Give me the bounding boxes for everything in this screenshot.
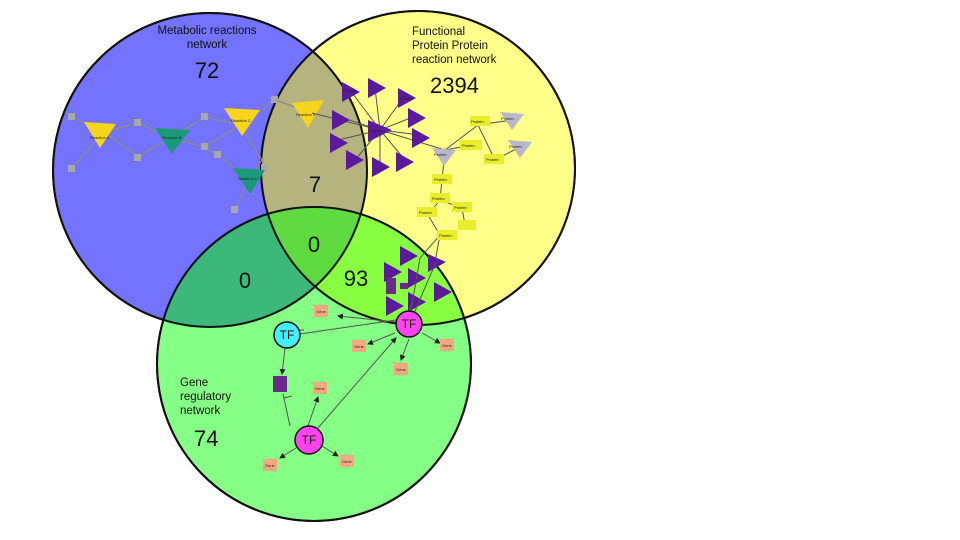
ppi-set-label: Functional Protein Protein reaction netw… <box>412 26 497 98</box>
svg-text:Protein: Protein <box>343 88 356 93</box>
reaction-d-node: Reaction D <box>233 168 265 194</box>
svg-text:TF: TF <box>280 328 295 342</box>
svg-text:Protein: Protein <box>434 152 447 157</box>
svg-text:Protein: Protein <box>439 233 452 238</box>
svg-text:Gene: Gene <box>342 459 353 464</box>
metabolic-outline <box>52 12 368 328</box>
svg-text:TF: TF <box>402 317 417 331</box>
tf-node-magenta-upper: TF <box>395 310 423 338</box>
metabolic-network-graphic: Reaction A Reaction B Reaction C Reactio… <box>68 96 324 213</box>
reaction-e-node: Reaction E <box>292 100 324 128</box>
gene-node <box>313 382 327 394</box>
svg-text:Protein: Protein <box>370 128 383 133</box>
metabolic-title-line1: Metabolic reactions <box>157 25 256 37</box>
svg-text:Reaction E: Reaction E <box>296 112 316 117</box>
svg-text:Gene: Gene <box>315 386 326 391</box>
ppi-title-line1: Functional <box>412 26 465 38</box>
metabolic-ppi-count: 7 <box>309 172 321 197</box>
gene-node <box>394 363 408 375</box>
grn-set-label: Gene regulatory network 74 <box>180 377 231 451</box>
gene-product-node <box>273 376 287 392</box>
reaction-a-node: Reaction A <box>84 122 116 148</box>
metabolic-grn-overlap <box>157 207 367 327</box>
grn-outline <box>156 206 472 522</box>
grn-count: 74 <box>194 426 218 451</box>
svg-text:Gene: Gene <box>354 344 365 349</box>
ppi-grn-count: 93 <box>344 266 368 291</box>
metabolic-grn-count: 0 <box>239 268 251 293</box>
svg-text:Gene: Gene <box>442 343 453 348</box>
svg-text:Protein: Protein <box>454 205 467 210</box>
svg-text:Reaction A: Reaction A <box>90 135 110 140</box>
grn-network-graphic: Gene Gene Gene Gene Gene Gene Gene TF TF… <box>263 301 454 471</box>
gene-node <box>314 305 328 317</box>
svg-text:TF: TF <box>302 433 317 447</box>
svg-text:Protein: Protein <box>486 157 499 162</box>
svg-text:Protein: Protein <box>432 196 445 201</box>
gene-node <box>340 455 354 467</box>
svg-text:Protein: Protein <box>471 119 484 124</box>
svg-text:Protein: Protein <box>462 143 475 148</box>
svg-text:Protein: Protein <box>400 96 413 101</box>
gene-node <box>352 340 366 352</box>
svg-text:Gene: Gene <box>316 309 327 314</box>
svg-text:Protein: Protein <box>501 116 514 121</box>
metabolic-count: 72 <box>195 58 219 83</box>
all-three-count: 0 <box>308 232 320 257</box>
ppi-title-line3: reaction network <box>412 54 497 66</box>
tf-node-magenta-lower: TF <box>294 425 324 455</box>
svg-text:Protein: Protein <box>419 210 432 215</box>
metabolic-set-label: Metabolic reactions network 72 <box>157 25 256 83</box>
gene-node <box>263 459 277 471</box>
reaction-b-node: Reaction B <box>155 128 190 154</box>
grn-title-line1: Gene <box>180 377 208 389</box>
svg-text:Gene: Gene <box>265 463 276 468</box>
svg-text:Reaction B: Reaction B <box>162 135 182 140</box>
svg-text:Protein: Protein <box>434 177 447 182</box>
svg-text:Reaction C: Reaction C <box>231 118 251 123</box>
grn-title-line3: network <box>180 405 221 417</box>
ppi-title-line2: Protein Protein <box>412 40 488 52</box>
svg-text:Protein: Protein <box>509 144 522 149</box>
grn-title-line2: regulatory <box>180 391 231 403</box>
metabolic-title-line2: network <box>187 39 228 51</box>
tf-node-cyan: TF <box>273 321 301 349</box>
gene-node <box>440 339 454 351</box>
svg-text:Gene: Gene <box>396 367 407 372</box>
reaction-c-node: Reaction C <box>224 108 260 136</box>
ppi-count: 2394 <box>430 73 479 98</box>
svg-text:Reaction D: Reaction D <box>238 176 258 181</box>
ppi-network-graphic: Protein Protein Protein Protein Protein … <box>311 78 532 319</box>
